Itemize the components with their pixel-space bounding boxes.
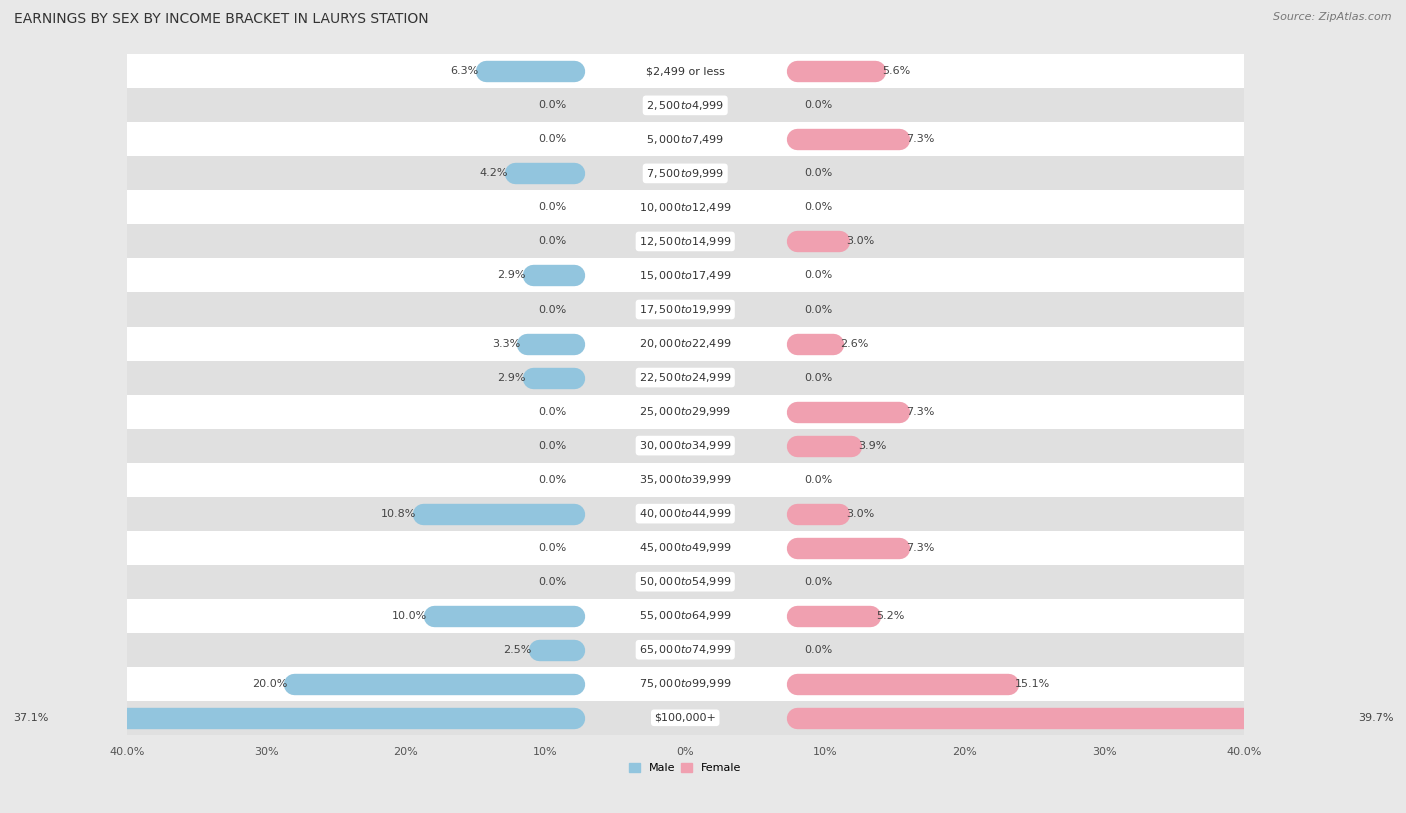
Text: $2,500 to $4,999: $2,500 to $4,999	[647, 99, 724, 112]
Text: 3.3%: 3.3%	[492, 338, 520, 349]
Text: 37.1%: 37.1%	[13, 713, 48, 723]
Bar	[127, 565, 1244, 598]
Text: 5.2%: 5.2%	[876, 611, 905, 620]
Bar	[127, 293, 1244, 327]
Bar	[127, 633, 1244, 667]
Text: $100,000+: $100,000+	[654, 713, 716, 723]
Text: 3.0%: 3.0%	[846, 237, 875, 246]
Bar	[127, 89, 1244, 123]
Text: 7.3%: 7.3%	[905, 134, 934, 145]
Text: 0.0%: 0.0%	[804, 372, 832, 383]
Text: 0.0%: 0.0%	[804, 271, 832, 280]
Text: $40,000 to $44,999: $40,000 to $44,999	[638, 507, 731, 520]
Text: 0.0%: 0.0%	[538, 475, 567, 485]
Text: $25,000 to $29,999: $25,000 to $29,999	[640, 405, 731, 418]
Bar	[127, 224, 1244, 259]
Text: $15,000 to $17,499: $15,000 to $17,499	[638, 269, 731, 282]
Text: $17,500 to $19,999: $17,500 to $19,999	[638, 303, 731, 316]
Bar	[127, 598, 1244, 633]
Text: 0.0%: 0.0%	[538, 406, 567, 416]
Text: 2.6%: 2.6%	[841, 338, 869, 349]
Text: 10.8%: 10.8%	[381, 509, 416, 519]
Text: 0.0%: 0.0%	[538, 202, 567, 212]
Bar	[127, 327, 1244, 360]
Bar	[127, 360, 1244, 394]
Text: $55,000 to $64,999: $55,000 to $64,999	[638, 609, 731, 622]
Bar	[485, 62, 574, 80]
Text: 15.1%: 15.1%	[1015, 679, 1050, 689]
Text: 3.0%: 3.0%	[846, 509, 875, 519]
Text: 0.0%: 0.0%	[804, 475, 832, 485]
Text: $5,000 to $7,499: $5,000 to $7,499	[647, 133, 724, 146]
Bar	[434, 606, 574, 625]
Text: 7.3%: 7.3%	[905, 406, 934, 416]
Bar	[527, 334, 574, 353]
Bar	[423, 504, 574, 523]
Text: 0.0%: 0.0%	[538, 100, 567, 111]
Text: 10.0%: 10.0%	[392, 611, 427, 620]
Bar	[533, 266, 574, 285]
Bar	[127, 54, 1244, 89]
Bar	[127, 497, 1244, 531]
Text: Source: ZipAtlas.com: Source: ZipAtlas.com	[1274, 12, 1392, 22]
Text: 0.0%: 0.0%	[538, 305, 567, 315]
Text: 39.7%: 39.7%	[1358, 713, 1393, 723]
Text: 0.0%: 0.0%	[538, 441, 567, 450]
Text: 0.0%: 0.0%	[804, 305, 832, 315]
Text: $45,000 to $49,999: $45,000 to $49,999	[638, 541, 731, 554]
Text: 20.0%: 20.0%	[252, 679, 287, 689]
Text: $75,000 to $99,999: $75,000 to $99,999	[638, 677, 731, 690]
Text: 0.0%: 0.0%	[538, 576, 567, 587]
Text: $12,500 to $14,999: $12,500 to $14,999	[638, 235, 731, 248]
Text: 0.0%: 0.0%	[804, 576, 832, 587]
Text: 4.2%: 4.2%	[479, 168, 508, 178]
Text: $50,000 to $54,999: $50,000 to $54,999	[638, 575, 731, 588]
Bar	[127, 701, 1244, 735]
Text: 0.0%: 0.0%	[804, 645, 832, 654]
Text: 0.0%: 0.0%	[538, 237, 567, 246]
Bar	[127, 463, 1244, 497]
Bar	[55, 708, 574, 727]
Text: $22,500 to $24,999: $22,500 to $24,999	[638, 371, 731, 384]
Text: $10,000 to $12,499: $10,000 to $12,499	[638, 201, 731, 214]
Bar	[127, 123, 1244, 156]
Text: $35,000 to $39,999: $35,000 to $39,999	[638, 473, 731, 486]
Bar	[294, 675, 574, 693]
Bar	[127, 259, 1244, 293]
Text: 2.9%: 2.9%	[498, 271, 526, 280]
Text: 3.9%: 3.9%	[859, 441, 887, 450]
Bar	[127, 428, 1244, 463]
Text: 5.6%: 5.6%	[882, 67, 910, 76]
Bar	[127, 156, 1244, 190]
Text: $30,000 to $34,999: $30,000 to $34,999	[638, 439, 731, 452]
Text: 2.5%: 2.5%	[503, 645, 531, 654]
Text: 0.0%: 0.0%	[538, 134, 567, 145]
Bar	[127, 394, 1244, 428]
Bar	[515, 164, 574, 183]
Text: $7,500 to $9,999: $7,500 to $9,999	[647, 167, 724, 180]
Legend: Male, Female: Male, Female	[624, 759, 747, 778]
Text: 7.3%: 7.3%	[905, 542, 934, 553]
Text: 0.0%: 0.0%	[804, 202, 832, 212]
Text: $2,499 or less: $2,499 or less	[645, 67, 724, 76]
Bar	[127, 667, 1244, 701]
Text: EARNINGS BY SEX BY INCOME BRACKET IN LAURYS STATION: EARNINGS BY SEX BY INCOME BRACKET IN LAU…	[14, 12, 429, 26]
Text: $65,000 to $74,999: $65,000 to $74,999	[638, 643, 731, 656]
Bar	[127, 531, 1244, 565]
Text: 0.0%: 0.0%	[804, 100, 832, 111]
Text: 2.9%: 2.9%	[498, 372, 526, 383]
Bar	[538, 641, 574, 659]
Text: 0.0%: 0.0%	[804, 168, 832, 178]
Text: 6.3%: 6.3%	[450, 67, 478, 76]
Bar	[533, 368, 574, 387]
Bar	[127, 190, 1244, 224]
Text: 0.0%: 0.0%	[538, 542, 567, 553]
Text: $20,000 to $22,499: $20,000 to $22,499	[638, 337, 731, 350]
